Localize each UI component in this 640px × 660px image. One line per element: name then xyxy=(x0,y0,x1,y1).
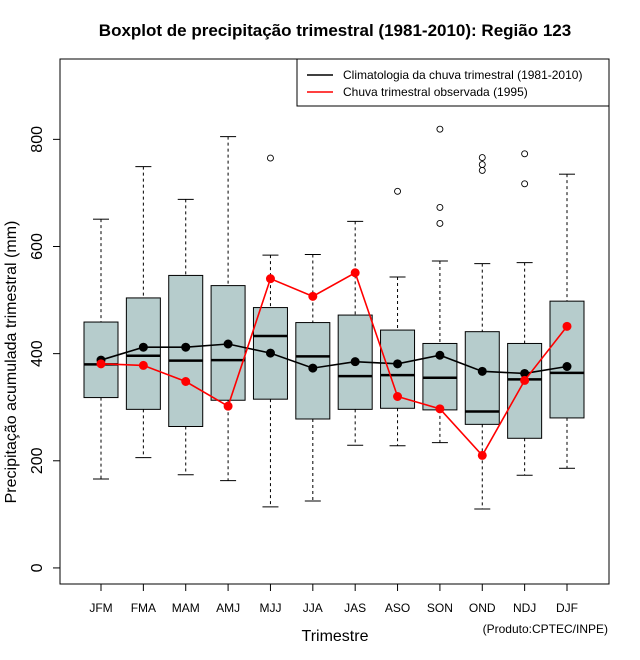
x-tick-label: AMJ xyxy=(216,601,240,615)
box-amj xyxy=(210,136,246,482)
series-point xyxy=(223,339,233,349)
series-point xyxy=(265,348,275,358)
box-jfm xyxy=(83,218,119,480)
series-point xyxy=(477,450,487,460)
x-tick-label: MJJ xyxy=(259,601,281,615)
legend-box xyxy=(296,58,610,107)
legend-label: Climatologia da chuva trimestral (1981-2… xyxy=(343,68,582,82)
box-son xyxy=(422,125,458,444)
outlier-point xyxy=(267,154,274,162)
x-tick-label: NDJ xyxy=(513,601,536,615)
y-tick-label: 200 xyxy=(29,447,46,474)
x-tick-label: MAM xyxy=(172,601,200,615)
box-iqr xyxy=(125,297,161,410)
x-axis-label: Trimestre xyxy=(302,628,369,645)
x-tick-label: SON xyxy=(427,601,453,615)
series-point xyxy=(181,377,191,386)
series-point xyxy=(562,362,572,371)
credit-text: (Produto:CPTEC/INPE) xyxy=(483,622,608,636)
series-point xyxy=(435,350,445,360)
x-tick-label: OND xyxy=(469,601,496,615)
series-point xyxy=(265,274,275,284)
box-iqr xyxy=(210,285,246,401)
series-point xyxy=(393,359,403,369)
x-tick-label: JFM xyxy=(89,601,112,615)
box-aso xyxy=(380,187,416,447)
box-mam xyxy=(168,198,204,476)
series-point xyxy=(181,342,191,352)
series-point xyxy=(138,360,148,370)
y-tick-label: 800 xyxy=(29,126,46,153)
x-tick-label: FMA xyxy=(131,601,156,615)
box-iqr xyxy=(507,342,543,439)
series-point xyxy=(520,375,530,385)
box-mjj xyxy=(252,154,288,508)
y-tick-label: 600 xyxy=(29,233,46,260)
y-tick-label: 400 xyxy=(29,340,46,367)
x-tick-label: DJF xyxy=(556,601,578,615)
series-line xyxy=(100,271,568,457)
x-tick-label: JJA xyxy=(303,601,323,615)
series-point xyxy=(562,321,572,331)
legend-label: Chuva trimestral observada (1995) xyxy=(343,85,528,99)
y-axis-label: Precipitação acumulada trimestral (mm) xyxy=(3,221,20,504)
series-point xyxy=(350,357,360,367)
y-axis: 0 200 400 600 800 xyxy=(29,126,60,572)
box-ndj xyxy=(507,150,543,476)
series-point xyxy=(138,342,148,352)
series-point xyxy=(350,268,360,278)
x-axis: JFM FMA MAM AMJ MJJ JJA JAS ASO SON OND NDJ DJF xyxy=(89,584,578,615)
box-jas xyxy=(337,220,373,446)
x-tick-label: JAS xyxy=(344,601,366,615)
outlier-point xyxy=(436,220,444,227)
x-tick-label: ASO xyxy=(385,601,410,615)
series-point xyxy=(393,392,403,401)
series-point xyxy=(96,359,106,369)
series-climatology xyxy=(96,339,572,378)
outlier-point xyxy=(436,203,444,211)
box-fma xyxy=(125,166,161,459)
box-djf xyxy=(549,173,585,469)
outlier-point xyxy=(436,125,444,133)
series-point xyxy=(308,291,318,301)
series-point xyxy=(223,401,233,411)
outlier-point xyxy=(478,161,486,168)
series-line xyxy=(100,343,568,375)
box-ond xyxy=(464,154,500,510)
series-point xyxy=(308,363,318,373)
outlier-point xyxy=(521,150,529,158)
y-tick-label: 0 xyxy=(29,563,46,572)
series-point xyxy=(477,366,487,376)
outlier-point xyxy=(521,180,529,188)
box-iqr xyxy=(464,331,500,425)
series-lines xyxy=(96,268,572,460)
chart-title: Boxplot de precipitação trimestral (1981… xyxy=(99,21,571,40)
outlier-point xyxy=(478,154,486,162)
outlier-point xyxy=(478,166,486,174)
series-observed xyxy=(96,268,572,460)
outlier-point xyxy=(394,187,401,195)
boxes xyxy=(83,125,585,510)
legend: Climatologia da chuva trimestral (1981-2… xyxy=(296,58,610,107)
box-iqr xyxy=(549,300,585,419)
series-point xyxy=(435,404,445,414)
